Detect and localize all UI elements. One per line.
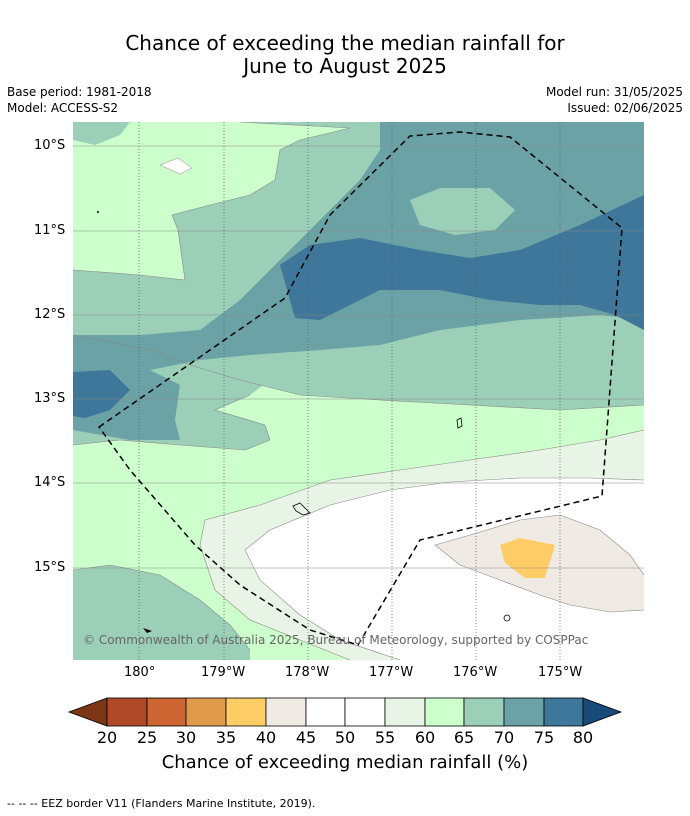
lat-label: 12°S: [34, 307, 66, 322]
model-run: Model run: 31/05/2025: [545, 85, 683, 99]
island-outline: [456, 417, 463, 429]
lon-label: 178°W: [285, 665, 330, 680]
band-75-80: [280, 195, 644, 330]
colorbar-bin: [265, 697, 307, 727]
colorbar-tick: 25: [136, 728, 158, 747]
lat-label: 11°S: [34, 223, 66, 238]
colorbar-extend-high: [582, 697, 623, 727]
colorbar-tick: 35: [215, 728, 237, 747]
island-outline: [143, 628, 152, 633]
colorbar-bin: [305, 697, 346, 727]
band-65-70-corner: [73, 122, 130, 145]
base-period: Base period: 1981-2018: [7, 85, 152, 99]
colorbar-tick: 80: [572, 728, 594, 747]
colorbar: [67, 697, 623, 727]
lat-label: 13°S: [34, 391, 66, 406]
copyright-notice: © Commonwealth of Australia 2025, Bureau…: [83, 633, 589, 647]
graticule: [73, 122, 644, 660]
colorbar-bin: [384, 697, 426, 727]
band-white-patch: [159, 157, 193, 175]
colorbar-extend-low: [67, 697, 108, 727]
map-title-line1: Chance of exceeding the median rainfall …: [125, 31, 565, 55]
band-65-70-southwest: [73, 565, 250, 660]
colorbar-bin: [185, 697, 227, 727]
island-outline: [97, 211, 99, 213]
colorbar-tick: 40: [255, 728, 277, 747]
colorbar-bin: [146, 697, 187, 727]
colorbar-bin: [543, 697, 584, 727]
lon-label: 175°W: [538, 665, 583, 680]
issued-date: Issued: 02/06/2025: [567, 101, 683, 115]
colorbar-bin: [424, 697, 465, 727]
lat-label: 14°S: [34, 475, 66, 490]
colorbar-tick: 70: [493, 728, 515, 747]
colorbar-tick: 20: [96, 728, 118, 747]
island-outline: [292, 502, 311, 516]
rainfall-probability-map: [73, 122, 644, 660]
colorbar-bin: [225, 697, 267, 727]
colorbar-tick: 75: [533, 728, 555, 747]
eez-legend: -- -- -- EEZ border V11 (Flanders Marine…: [7, 797, 316, 810]
colorbar-tick: 50: [334, 728, 356, 747]
lon-label: 180°: [124, 665, 156, 680]
lon-label: 176°W: [453, 665, 498, 680]
map-title-line2: June to August 2025: [243, 54, 447, 78]
colorbar-title: Chance of exceeding median rainfall (%): [161, 752, 529, 773]
lon-label: 179°W: [201, 665, 246, 680]
colorbar-bin: [106, 697, 148, 727]
colorbar-bin: [463, 697, 505, 727]
colorbar-tick: 65: [453, 728, 475, 747]
colorbar-tick: 30: [175, 728, 197, 747]
colorbar-bin: [503, 697, 545, 727]
island-outline: [503, 614, 511, 622]
colorbar-tick: 45: [295, 728, 317, 747]
lat-label: 10°S: [34, 138, 66, 153]
colorbar-tick: 60: [414, 728, 436, 747]
band-65-70-pocket: [410, 188, 515, 235]
lat-label: 15°S: [34, 560, 66, 575]
band-75-80-west: [73, 370, 130, 418]
colorbar-bin: [344, 697, 386, 727]
colorbar-tick: 55: [374, 728, 396, 747]
model-name: Model: ACCESS-S2: [7, 101, 119, 115]
lon-label: 177°W: [369, 665, 414, 680]
